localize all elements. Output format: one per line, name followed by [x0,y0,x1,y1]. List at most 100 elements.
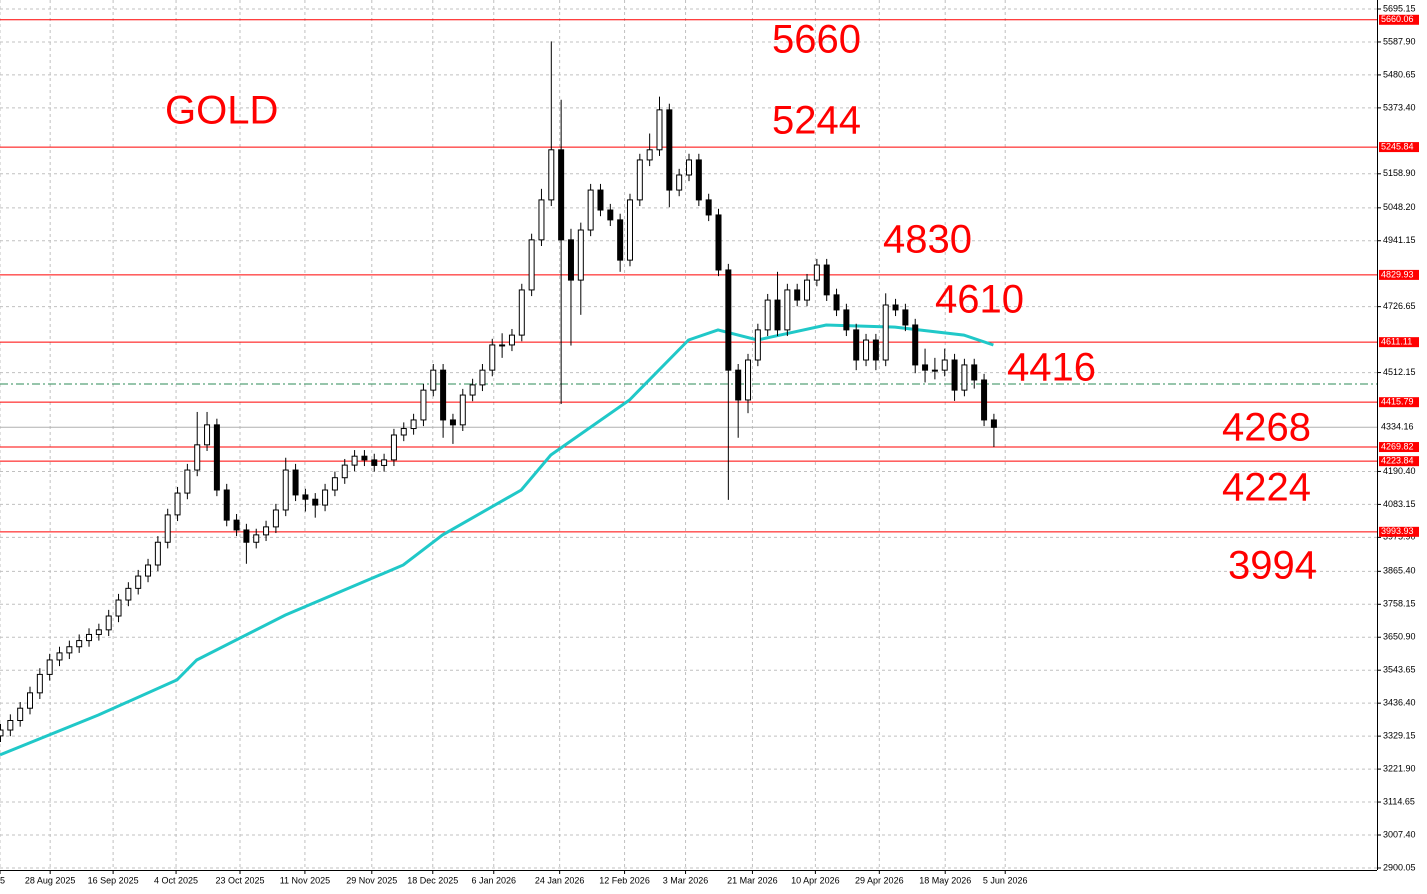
annotation: 4610 [935,278,1024,322]
candle-body [381,459,388,466]
y-tick-label: 3865.40 [1383,566,1416,576]
candle-body [548,149,555,201]
candle-body [164,514,171,543]
candle-body [863,339,870,361]
candle-body [204,424,211,446]
current-price-label: 4334.16 [1381,422,1414,432]
y-tick-label: 4941.15 [1383,235,1416,245]
x-tick-label: 4 Oct 2025 [154,875,198,885]
y-tick-label: 3114.65 [1383,796,1415,806]
candle-body [902,309,909,326]
y-tick-label: 5158.90 [1383,168,1416,178]
candle-body [361,455,368,461]
candle-body [184,469,191,494]
annotation: 3994 [1228,544,1317,588]
candle-body [302,494,309,500]
candle-body [794,289,801,301]
candle-body [567,239,574,281]
candle-body [449,419,456,426]
candle-body [371,459,378,466]
candle-body [253,534,260,543]
annotation: 4268 [1222,406,1311,450]
x-tick-label: 18 May 2026 [919,875,971,885]
x-tick-label: 23 Oct 2025 [215,875,264,885]
candle-body [243,529,250,543]
candle-body [587,189,594,231]
candle-body [479,369,486,386]
candle-body [223,489,230,521]
candle-body [607,209,614,221]
candle-body [430,369,437,391]
x-tick-label: 21 Mar 2026 [727,875,778,885]
candle-body [666,109,673,191]
candle-body [95,629,102,635]
candle-body [626,199,633,261]
x-tick-label: 24 Jan 2026 [535,875,585,885]
x-tick-label: 5 Jun 2026 [983,875,1028,885]
candle-body [764,299,771,331]
candle-body [312,498,319,506]
level-label: 5245.84 [1381,141,1414,151]
candle-body [538,199,545,241]
candle-body [17,707,24,722]
candle-body [872,339,879,361]
candle-body [105,615,112,631]
candle-body [351,455,358,466]
y-tick-label: 4512.15 [1383,367,1416,377]
level-box [1379,456,1419,467]
candle-body [686,159,692,176]
candle-body [440,369,447,421]
level-box [1379,442,1419,453]
annotation: 5244 [772,99,861,143]
candle-body [951,359,958,391]
candle-body [46,659,53,675]
candle-body [754,329,761,361]
level-label: 3993.93 [1381,526,1414,536]
annotation: 4224 [1222,466,1311,510]
candle-body [843,309,850,331]
candle-body [636,159,643,201]
x-tick-label: 29 Apr 2026 [855,875,904,885]
candle-body [981,379,988,421]
level-box [1379,14,1419,25]
x-tick-label: 3 Mar 2026 [663,875,709,885]
candle-body [528,239,535,291]
candle-body [774,299,781,331]
candle-body [617,219,624,261]
x-tick-label: 28 Aug 2025 [25,875,76,885]
y-tick-label: 5048.20 [1383,202,1416,212]
x-tick-label: 25 [0,875,5,885]
candle-body [263,526,270,536]
candle-body [469,384,476,396]
candle-body [86,633,93,642]
level-box [1379,269,1419,280]
candle-body [931,369,938,372]
x-tick-label: 29 Nov 2025 [346,875,397,885]
candle-body [489,344,496,371]
x-tick-label: 12 Feb 2026 [599,875,650,885]
x-tick-label: 16 Sep 2025 [88,875,139,885]
candle-body [656,109,663,151]
candle-body [272,509,279,528]
candle-body [971,364,978,381]
candle-body [705,199,712,216]
candle-body [341,464,348,479]
candle-body [922,364,929,371]
candle-body [823,264,830,296]
candle-body [154,541,161,566]
candle-body [695,159,702,201]
candle-body [853,329,860,361]
candle-body [292,469,299,496]
y-tick-label: 3007.40 [1383,829,1416,839]
y-tick-label: 3436.40 [1383,698,1416,708]
y-tick-label: 4190.40 [1383,466,1416,476]
candle-body [56,652,63,661]
candle-body [833,294,840,311]
candle-body [420,389,427,421]
level-label: 5660.06 [1381,14,1414,24]
level-box [1379,526,1419,537]
level-box [1379,397,1419,408]
level-box [1379,337,1419,348]
annotation: 4830 [883,218,972,262]
candle-body [194,444,201,471]
